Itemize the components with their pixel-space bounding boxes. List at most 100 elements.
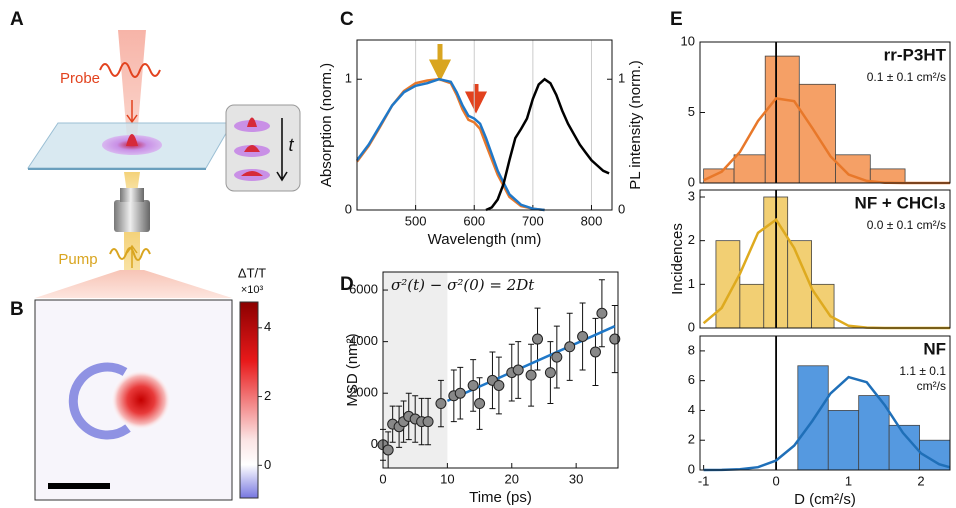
scale-bar xyxy=(48,483,110,489)
y-tick-label: 0 xyxy=(688,174,695,189)
plot-frame xyxy=(699,189,951,329)
probe-beam xyxy=(118,30,146,150)
y-tick-label: 0 xyxy=(371,436,378,451)
x-tick-label: 2 xyxy=(917,473,924,488)
objective xyxy=(114,200,150,232)
colorbar-scale: ×10³ xyxy=(241,284,264,296)
plot-frame xyxy=(699,335,951,471)
time-arrow xyxy=(276,118,288,182)
x-tick-label: 0 xyxy=(772,473,779,488)
schematic: Probe Pump t xyxy=(27,30,301,298)
x-axis-label: D (cm²/s) xyxy=(794,491,856,508)
x-tick-label: 30 xyxy=(569,471,583,486)
colorbar-tick-label: 2 xyxy=(264,388,271,403)
point xyxy=(577,330,589,342)
x-axis-label: Time (ps) xyxy=(469,489,532,506)
bar xyxy=(733,154,766,184)
panel-label: A xyxy=(10,9,24,30)
point xyxy=(454,387,466,399)
series-note: 0.0 ± 0.1 cm²/s xyxy=(867,218,946,232)
series-label: NF xyxy=(923,339,946,358)
y-tick-label: 6000 xyxy=(349,281,378,296)
bar xyxy=(827,410,860,471)
panel-label: D xyxy=(340,274,354,295)
point xyxy=(382,444,394,456)
y-tick-label: 2 xyxy=(688,432,695,447)
inset-peak xyxy=(247,117,257,127)
panel-label: B xyxy=(10,299,24,320)
plot-frame xyxy=(356,39,613,211)
x-tick-label: 800 xyxy=(581,213,603,228)
point xyxy=(589,346,601,358)
series-note: 1.1 ± 0.1 xyxy=(899,364,946,378)
plot-frame xyxy=(382,271,619,469)
bar xyxy=(835,154,871,184)
bar xyxy=(739,283,765,329)
point xyxy=(551,351,563,363)
x-tick-label: 1 xyxy=(845,473,852,488)
line xyxy=(485,77,610,212)
series-note: cm²/s xyxy=(917,379,946,393)
objective-tip xyxy=(120,188,144,202)
y-tick-label: 3 xyxy=(688,188,695,203)
bar xyxy=(858,395,890,471)
annotation: σ²(t) − σ²(0) = 2Dt xyxy=(391,276,535,294)
y-tick-label: 1 xyxy=(345,71,352,86)
point xyxy=(564,341,576,353)
inset-peak xyxy=(241,171,263,176)
line xyxy=(355,77,545,212)
x-tick-label: 10 xyxy=(440,471,454,486)
bar xyxy=(703,168,735,184)
y2-tick-label: 0 xyxy=(618,201,625,216)
y-tick-label: 1 xyxy=(688,276,695,291)
point xyxy=(525,369,537,381)
y-tick-label: 0 xyxy=(688,319,695,334)
panel-label: E xyxy=(670,9,683,30)
colorbar-tick-label: 0 xyxy=(264,457,271,472)
probe-pulse xyxy=(99,62,161,78)
y2-axis-label: PL intensity (norm.) xyxy=(627,60,644,190)
bar xyxy=(787,240,812,329)
x-tick-label: 700 xyxy=(522,213,544,228)
excitation-arrow xyxy=(428,44,452,82)
view-cone xyxy=(35,270,232,298)
map-spot xyxy=(111,370,171,430)
y-tick-label: 4000 xyxy=(349,333,378,348)
x-tick-label: -1 xyxy=(698,473,710,488)
point xyxy=(467,379,479,391)
y-axis-label: Incidences xyxy=(669,223,686,295)
colorbar xyxy=(239,301,259,499)
pump-label: Pump xyxy=(58,251,97,268)
series-note: 0.1 ± 0.1 cm²/s xyxy=(867,70,946,84)
point xyxy=(435,398,447,410)
x-tick-label: 20 xyxy=(505,471,519,486)
y-tick-label: 2 xyxy=(688,232,695,247)
series-label: NF + CHCl₃ xyxy=(855,193,946,212)
excitation-arrow xyxy=(464,84,488,114)
sample-peak xyxy=(126,134,138,146)
colorbar-tick-label: 4 xyxy=(264,319,271,334)
x-tick-label: 600 xyxy=(463,213,485,228)
probe-arrow xyxy=(126,100,138,124)
y-tick-label: 0 xyxy=(688,461,695,476)
y-tick-label: 2000 xyxy=(349,385,378,400)
map: ΔT/T ×10³ xyxy=(34,265,266,501)
y-axis-label: Absorption (norm.) xyxy=(318,63,335,187)
pump-arrow xyxy=(126,244,138,268)
y-tick-label: 10 xyxy=(681,33,695,48)
point xyxy=(532,333,544,345)
time-label: t xyxy=(288,135,294,155)
point xyxy=(609,333,621,345)
point xyxy=(544,367,556,379)
point xyxy=(422,416,434,428)
y-tick-label: 6 xyxy=(688,372,695,387)
x-axis-label: Wavelength (nm) xyxy=(428,231,542,248)
bar xyxy=(764,55,800,184)
fit-line xyxy=(703,375,951,472)
probe-label: Probe xyxy=(60,70,100,87)
bar xyxy=(715,240,741,329)
line xyxy=(355,77,545,212)
panel-label: C xyxy=(340,9,354,30)
point xyxy=(474,398,486,410)
y-axis-label: MSD (nm²) xyxy=(344,333,361,406)
